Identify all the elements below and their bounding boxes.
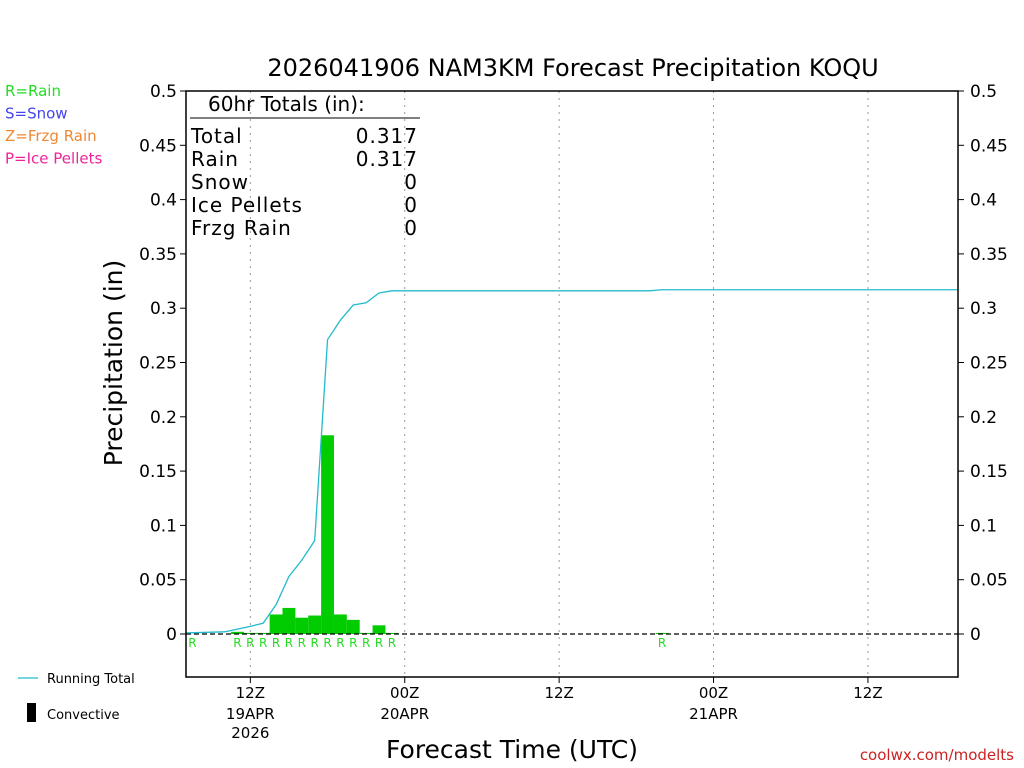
y-axis-left: 0 0.05 0.1 0.15 0.2 0.25 0.3 0.35 0.4 0.45 0.5	[139, 82, 186, 645]
bar-type-label: R	[259, 636, 267, 650]
y-tick-label: 0.05	[139, 571, 177, 591]
y-tick-label: 0.5	[150, 82, 177, 102]
x-tick-label: 00Z	[390, 684, 419, 702]
bar-type-label: R	[298, 636, 306, 650]
plot-frame	[185, 90, 959, 678]
y-tick-label: 0	[166, 625, 177, 645]
bar-type-label: R	[285, 636, 293, 650]
precip-type-legend: R=Rain S=Snow Z=Frzg Rain P=Ice Pellets	[5, 82, 102, 168]
y-tick-label-right: 0.1	[970, 516, 997, 536]
bar-type-label: R	[323, 636, 331, 650]
totals-row-value: 0	[404, 170, 418, 194]
precip-bar	[321, 435, 334, 634]
bar-type-label: R	[336, 636, 344, 650]
bar-type-label: R	[188, 636, 196, 650]
y-tick-label: 0.1	[150, 516, 177, 536]
y-axis-right: 0 0.05 0.1 0.15 0.2 0.25 0.3 0.35 0.4 0.45 0.5	[958, 82, 1008, 645]
precip-bar	[295, 617, 309, 634]
y-tick-label-right: 0.25	[970, 354, 1008, 374]
precip-type-legend-item: Z=Frzg Rain	[5, 127, 97, 145]
y-tick-label-right: 0	[970, 625, 981, 645]
y-tick-label: 0.45	[139, 136, 177, 156]
y-axis-label: Precipitation (in)	[99, 260, 128, 467]
bar-type-label: R	[388, 636, 396, 650]
precip-bar	[385, 632, 399, 634]
convective-legend-label: Convective	[47, 708, 120, 723]
y-tick-label-right: 0.5	[970, 82, 997, 102]
y-tick-label-right: 0.35	[970, 245, 1008, 265]
x-tick-sublabel: 19APR	[226, 705, 275, 723]
x-axis-label: Forecast Time (UTC)	[386, 735, 638, 764]
precip-bar	[333, 614, 347, 634]
y-tick-label-right: 0.05	[970, 571, 1008, 591]
precip-bar	[256, 632, 270, 634]
totals-row-label: Ice Pellets	[191, 193, 303, 217]
totals-row-label: Rain	[191, 147, 239, 171]
bar-type-label: R	[658, 636, 666, 650]
precip-type-legend-item: R=Rain	[5, 82, 61, 100]
totals-rows: Total 0.317 Rain 0.317 Snow 0 Ice Pellets 0 Frzg…	[190, 124, 418, 240]
totals-row-value: 0.317	[356, 124, 418, 148]
bar-type-label: R	[233, 636, 241, 650]
precip-bar	[372, 625, 386, 634]
convective-swatch	[27, 703, 36, 722]
totals-row-label: Frzg Rain	[191, 216, 292, 240]
totals-row-value: 0.317	[356, 147, 418, 171]
precip-type-legend-item: P=Ice Pellets	[5, 150, 102, 168]
x-tick-sublabel: 2026	[231, 724, 269, 742]
y-tick-label-right: 0.3	[970, 299, 997, 319]
bar-type-label: R	[246, 636, 254, 650]
bar-type-label: R	[272, 636, 280, 650]
bar-type-label: R	[310, 636, 318, 650]
precip-bar	[282, 607, 296, 634]
bar-type-label: R	[362, 636, 370, 650]
precip-bar	[269, 614, 283, 634]
x-tick-label: 12Z	[236, 684, 265, 702]
running-total-line	[185, 289, 958, 634]
y-tick-label: 0.4	[150, 191, 177, 211]
y-tick-label: 0.2	[150, 408, 177, 428]
bar-type-label: R	[349, 636, 357, 650]
x-tick-sublabel: 21APR	[689, 705, 738, 723]
gridlines	[249, 91, 869, 677]
precip-bar	[346, 619, 360, 634]
y-tick-label-right: 0.2	[970, 408, 997, 428]
totals-row-label: Total	[190, 124, 243, 148]
totals-heading: 60hr Totals (in):	[208, 92, 365, 116]
totals-row-value: 0	[404, 193, 418, 217]
x-tick-label: 00Z	[699, 684, 728, 702]
credit-text: coolwx.com/modelts	[860, 746, 1014, 764]
y-tick-label: 0.25	[139, 354, 177, 374]
running-total-legend-label: Running Total	[47, 672, 135, 687]
x-tick-sublabel: 20APR	[380, 705, 429, 723]
bar-series	[231, 435, 669, 634]
precip-bar	[308, 615, 322, 634]
y-tick-label-right: 0.15	[970, 462, 1008, 482]
totals-row-label: Snow	[191, 170, 249, 194]
y-tick-label-right: 0.4	[970, 191, 997, 211]
chart-title: 2026041906 NAM3KM Forecast Precipitation…	[267, 54, 878, 82]
y-tick-label: 0.3	[150, 299, 177, 319]
precip-bar	[231, 631, 244, 634]
precip-type-legend-item: S=Snow	[5, 105, 68, 123]
x-tick-label: 12Z	[544, 684, 573, 702]
y-tick-label-right: 0.45	[970, 136, 1008, 156]
totals-box: 60hr Totals (in): Total 0.317 Rain 0.317 Sno…	[190, 92, 420, 240]
y-tick-label: 0.35	[139, 245, 177, 265]
y-tick-label: 0.15	[139, 462, 177, 482]
bottom-legend: Running Total Convective	[18, 672, 135, 723]
totals-row-value: 0	[404, 216, 418, 240]
x-tick-label: 12Z	[853, 684, 882, 702]
bar-type-label: R	[375, 636, 383, 650]
